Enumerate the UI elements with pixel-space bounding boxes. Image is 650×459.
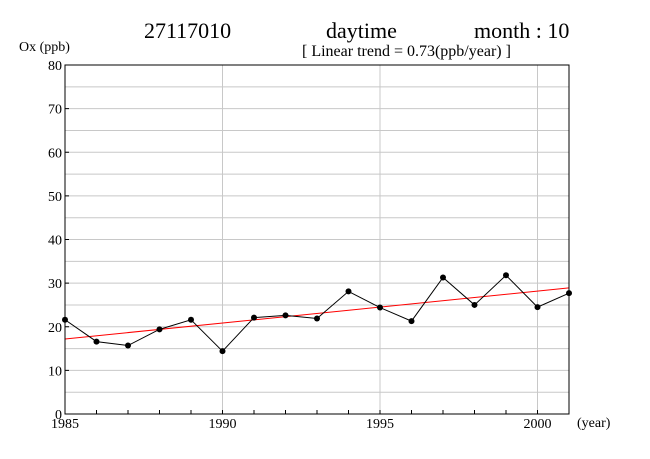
data-point bbox=[93, 338, 100, 345]
data-point bbox=[188, 316, 194, 323]
y-tick-label: 0 bbox=[55, 408, 62, 423]
x-tick-label: 1985 bbox=[51, 417, 79, 432]
y-tick-label: 60 bbox=[48, 146, 62, 161]
y-tick-label: 40 bbox=[48, 234, 62, 249]
y-tick-label: 10 bbox=[48, 364, 62, 379]
data-point bbox=[471, 301, 478, 308]
data-point bbox=[534, 304, 541, 311]
data-point bbox=[219, 348, 226, 355]
data-point bbox=[251, 314, 257, 321]
y-axis-label: Ox (ppb) bbox=[19, 40, 70, 55]
data-point bbox=[377, 304, 383, 311]
trend-label: [ Linear trend = 0.73(ppb/year) ] bbox=[302, 43, 511, 60]
station-title: 27117010 bbox=[144, 18, 232, 43]
y-tick-label: 80 bbox=[48, 59, 62, 74]
y-tick-label: 70 bbox=[48, 103, 62, 118]
x-tick-label: 2000 bbox=[524, 417, 552, 432]
plot-frame bbox=[64, 64, 570, 415]
month-title: month : 10 bbox=[474, 18, 570, 43]
data-point bbox=[156, 326, 163, 333]
data-point bbox=[125, 342, 131, 349]
data-point bbox=[408, 318, 415, 325]
trend-layer bbox=[64, 287, 570, 340]
data-point bbox=[503, 272, 509, 279]
data-point bbox=[282, 312, 289, 319]
x-tick-label: 1990 bbox=[209, 417, 237, 432]
x-tick-label: 1995 bbox=[366, 417, 394, 432]
grid bbox=[65, 65, 569, 414]
data-point bbox=[440, 274, 446, 281]
data-point bbox=[345, 288, 352, 295]
period-title: daytime bbox=[326, 18, 397, 43]
data-point bbox=[314, 315, 320, 322]
x-axis-label: (year) bbox=[577, 416, 611, 431]
trend-line bbox=[64, 287, 570, 340]
series-layer bbox=[62, 272, 572, 355]
y-tick-label: 50 bbox=[48, 190, 62, 205]
y-tick-label: 30 bbox=[48, 277, 62, 292]
y-tick-label: 20 bbox=[48, 321, 62, 336]
axis-ticks: 0 10 20 30 40 50 60 70 80 1985 1990 1995 2000 bbox=[48, 59, 570, 432]
